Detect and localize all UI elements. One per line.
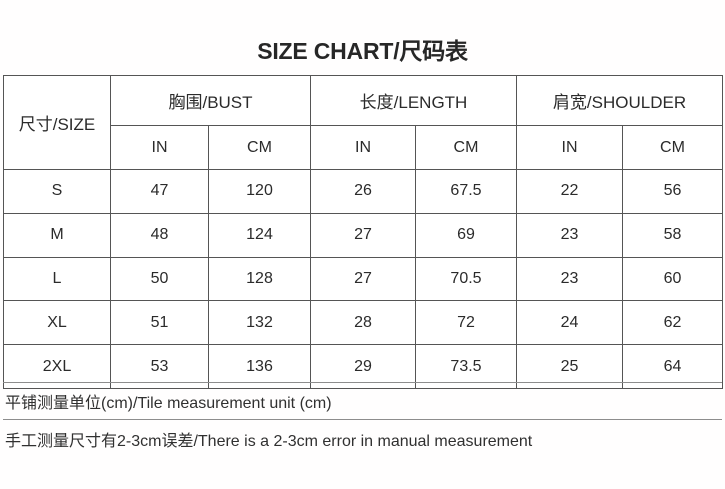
size-chart-table-container: 尺寸/SIZE 胸围/BUST 长度/LENGTH 肩宽/SHOULDER IN…	[3, 75, 723, 389]
cell-size: L	[3, 256, 111, 302]
cell-shoulder-cm: 60	[622, 256, 723, 302]
cell-length-in: 26	[310, 169, 416, 214]
cell-shoulder-in: 24	[516, 300, 623, 346]
header-group-bust: 胸围/BUST	[110, 75, 311, 126]
cell-length-cm: 72	[415, 300, 517, 346]
cell-shoulder-cm: 56	[622, 169, 723, 214]
cell-bust-cm: 128	[208, 256, 311, 302]
cell-size: M	[3, 212, 111, 258]
header-length-cm: CM	[415, 125, 517, 170]
cell-bust-in: 53	[110, 344, 209, 389]
note-tile-measurement: 平铺测量单位(cm)/Tile measurement unit (cm)	[3, 382, 722, 420]
cell-shoulder-cm: 64	[622, 344, 723, 389]
table-row: XL 51 132 28 72 24 62	[3, 300, 723, 346]
cell-shoulder-in: 23	[516, 256, 623, 302]
header-group-length: 长度/LENGTH	[310, 75, 517, 126]
cell-length-in: 27	[310, 256, 416, 302]
measurement-notes: 平铺测量单位(cm)/Tile measurement unit (cm) 手工…	[3, 382, 722, 458]
cell-shoulder-in: 22	[516, 169, 623, 214]
cell-bust-in: 50	[110, 256, 209, 302]
cell-size: XL	[3, 300, 111, 346]
header-bust-in: IN	[110, 125, 209, 170]
note-manual-measurement-error: 手工测量尺寸有2-3cm误差/There is a 2-3cm error in…	[5, 433, 533, 450]
table-body: S 47 120 26 67.5 22 56 M 48 124 27 69 23…	[3, 169, 723, 389]
table-row: 2XL 53 136 29 73.5 25 64	[3, 344, 723, 389]
size-chart-table: 尺寸/SIZE 胸围/BUST 长度/LENGTH 肩宽/SHOULDER IN…	[3, 75, 723, 389]
cell-shoulder-cm: 58	[622, 212, 723, 258]
cell-bust-cm: 120	[208, 169, 311, 214]
cell-length-cm: 70.5	[415, 256, 517, 302]
header-group-row: 尺寸/SIZE 胸围/BUST 长度/LENGTH 肩宽/SHOULDER	[3, 75, 723, 170]
cell-size: S	[3, 169, 111, 214]
header-group-shoulder: 肩宽/SHOULDER	[516, 75, 723, 126]
header-shoulder-in: IN	[516, 125, 623, 170]
cell-length-in: 27	[310, 212, 416, 258]
cell-shoulder-in: 23	[516, 212, 623, 258]
header-size: 尺寸/SIZE	[3, 75, 111, 170]
page-title: SIZE CHART/尺码表	[0, 26, 725, 72]
cell-length-in: 29	[310, 344, 416, 389]
cell-length-cm: 67.5	[415, 169, 517, 214]
cell-size: 2XL	[3, 344, 111, 389]
cell-bust-in: 48	[110, 212, 209, 258]
cell-bust-cm: 124	[208, 212, 311, 258]
header-unit-row: IN CM IN CM IN CM	[4, 125, 723, 170]
cell-bust-in: 51	[110, 300, 209, 346]
header-bust-cm: CM	[208, 125, 311, 170]
header-length-in: IN	[310, 125, 416, 170]
header-shoulder-cm: CM	[622, 125, 723, 170]
table-row: M 48 124 27 69 23 58	[3, 212, 723, 258]
table-header: 尺寸/SIZE 胸围/BUST 长度/LENGTH 肩宽/SHOULDER IN…	[3, 75, 723, 170]
page-title-text: SIZE CHART/尺码表	[257, 38, 468, 64]
cell-length-cm: 69	[415, 212, 517, 258]
table-row: L 50 128 27 70.5 23 60	[3, 256, 723, 302]
cell-shoulder-cm: 62	[622, 300, 723, 346]
cell-bust-cm: 132	[208, 300, 311, 346]
table-row: S 47 120 26 67.5 22 56	[3, 169, 723, 214]
cell-bust-in: 47	[110, 169, 209, 214]
cell-length-in: 28	[310, 300, 416, 346]
